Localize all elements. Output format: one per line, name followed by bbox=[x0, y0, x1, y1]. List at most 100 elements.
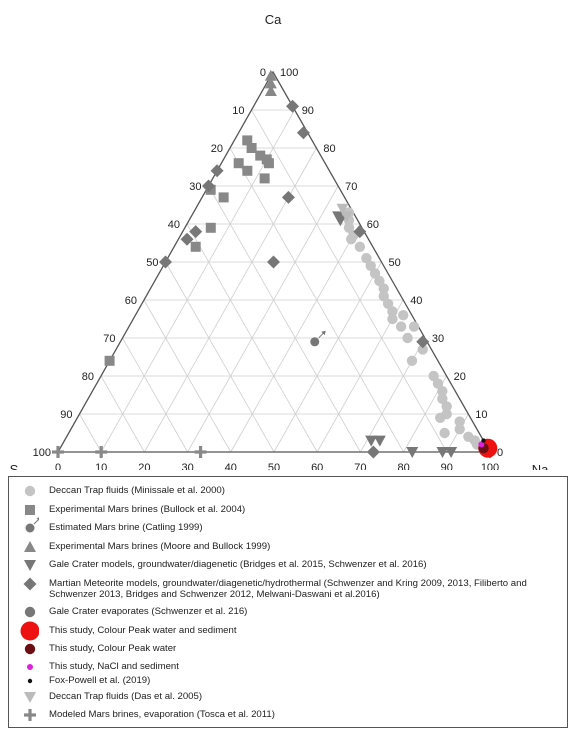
point-s0-3-shape bbox=[354, 241, 366, 252]
point-s4-0-shape bbox=[365, 435, 378, 447]
legend-item: Gale Crater evaporates (Schwenzer et al.… bbox=[19, 606, 559, 618]
tick-label-bottom-100: 100 bbox=[481, 462, 499, 470]
point-s2-0-arrow-head bbox=[321, 330, 326, 336]
point-s0-12 bbox=[387, 313, 398, 325]
tick-label-right-10: 10 bbox=[475, 409, 487, 421]
point-s3-1-shape bbox=[264, 77, 277, 89]
point-s11-1-shape bbox=[340, 211, 353, 223]
legend-symbol bbox=[19, 504, 39, 516]
point-s0-1-shape bbox=[343, 222, 355, 233]
legend-symbol bbox=[19, 643, 39, 655]
point-s1-2-shape bbox=[255, 150, 266, 161]
point-s1-4 bbox=[233, 158, 244, 169]
point-s1-12 bbox=[104, 355, 115, 366]
point-s0-4-shape bbox=[361, 253, 372, 264]
point-s1-1 bbox=[246, 143, 257, 153]
point-s10-0-shape bbox=[481, 438, 486, 443]
point-s0-4 bbox=[361, 253, 372, 264]
point-s0-16 bbox=[406, 355, 418, 366]
point-s4-4-shape bbox=[445, 447, 458, 458]
point-s0-12-shape bbox=[387, 313, 398, 325]
legend-marker-3-shape bbox=[24, 541, 36, 552]
point-s12-0 bbox=[52, 446, 64, 458]
point-s0-32 bbox=[408, 321, 420, 332]
point-s0-32-shape bbox=[408, 321, 420, 332]
vertex-label-right: Na bbox=[532, 462, 549, 470]
point-s1-1-shape bbox=[246, 143, 257, 153]
point-s4-3 bbox=[436, 447, 449, 458]
point-s0-13 bbox=[395, 321, 407, 332]
legend-marker-4 bbox=[24, 560, 36, 571]
point-s0-19-shape bbox=[437, 386, 448, 397]
point-s0-6 bbox=[369, 268, 381, 279]
legend-symbol bbox=[19, 691, 39, 703]
point-s1-9 bbox=[218, 192, 229, 203]
legend-item: Experimental Mars brines (Bullock et al.… bbox=[19, 504, 559, 516]
point-s5-4 bbox=[281, 190, 295, 204]
legend-marker-9 bbox=[27, 664, 33, 670]
legend-item: This study, NaCl and sediment bbox=[19, 661, 559, 673]
point-s10-0 bbox=[481, 438, 486, 443]
point-s5-10 bbox=[416, 335, 430, 349]
point-s1-10-shape bbox=[205, 222, 216, 233]
point-s0-2 bbox=[346, 234, 357, 245]
legend-symbol-svg bbox=[25, 505, 35, 515]
tick-label-right-0: 0 bbox=[497, 447, 503, 459]
legend-item: Estimated Mars brine (Catling 1999) bbox=[19, 517, 559, 534]
point-s3-2 bbox=[264, 85, 277, 96]
point-s0-17 bbox=[428, 370, 439, 382]
legend-marker-7 bbox=[20, 621, 39, 641]
gridline-na-10 bbox=[100, 109, 296, 453]
legend-marker-1-shape bbox=[25, 505, 35, 515]
point-s9-0-shape bbox=[478, 441, 485, 448]
legend-symbol-svg bbox=[24, 692, 36, 703]
point-s0-23-shape bbox=[435, 412, 446, 423]
point-s9-0 bbox=[478, 441, 485, 448]
point-s0-3 bbox=[354, 241, 366, 252]
point-s4-2 bbox=[406, 447, 419, 458]
tick-label-left-90: 90 bbox=[60, 409, 72, 421]
legend-item: Gale Crater models, groundwater/diagenet… bbox=[19, 559, 559, 571]
gridline-s-80 bbox=[100, 375, 145, 453]
point-s11-0 bbox=[336, 203, 349, 215]
point-s0-26-shape bbox=[439, 427, 450, 439]
point-s5-11 bbox=[366, 445, 380, 459]
gridline-s-10 bbox=[251, 109, 448, 453]
tick-label-left-40: 40 bbox=[168, 219, 180, 231]
legend-label: Experimental Mars brines (Bullock et al.… bbox=[49, 504, 246, 515]
tick-label-right-80: 80 bbox=[323, 143, 335, 155]
point-s5-5 bbox=[189, 225, 203, 239]
point-s1-6-shape bbox=[242, 165, 253, 176]
point-s4-2-shape bbox=[406, 447, 419, 458]
legend-marker-2-shape bbox=[25, 523, 35, 533]
legend-marker-5 bbox=[23, 577, 37, 591]
legend-label: Gale Crater models, groundwater/diagenet… bbox=[49, 559, 427, 570]
tick-label-left-20: 20 bbox=[211, 143, 223, 155]
legend-marker-5-shape bbox=[23, 577, 37, 591]
point-s0-18-shape bbox=[432, 378, 444, 389]
legend-marker-7-shape bbox=[20, 621, 39, 641]
point-s0-2-shape bbox=[346, 234, 357, 245]
point-s0-9-shape bbox=[378, 291, 389, 302]
tick-label-left-30: 30 bbox=[189, 181, 201, 193]
point-s5-8-shape bbox=[267, 255, 280, 269]
point-s3-1 bbox=[264, 77, 277, 89]
tick-label-bottom-0: 0 bbox=[55, 462, 61, 470]
point-s2-0-shape bbox=[310, 337, 320, 347]
point-s0-18 bbox=[432, 378, 444, 389]
point-s0-31 bbox=[398, 310, 409, 321]
point-s0-10 bbox=[382, 298, 394, 309]
legend-item: Martian Meteorite models, groundwater/di… bbox=[19, 577, 559, 600]
point-s1-9-shape bbox=[218, 192, 229, 203]
gridline-na-70 bbox=[360, 337, 426, 453]
tick-label-right-100: 100 bbox=[280, 67, 298, 79]
legend-marker-0-shape bbox=[24, 485, 36, 497]
point-s0-7 bbox=[374, 275, 385, 287]
tick-labels: 0 0 0 10 10 10 20 20 20 30 30 30 40 40 40 50 50 50 60 60 60 7… bbox=[33, 67, 503, 470]
point-s0-31-shape bbox=[398, 310, 409, 321]
point-s2-0 bbox=[310, 330, 326, 347]
point-s4-6-shape bbox=[332, 211, 345, 223]
legend-item: Experimental Mars brines (Moore and Bull… bbox=[19, 541, 559, 553]
legend-symbol-svg bbox=[27, 678, 33, 684]
legend-symbol-svg bbox=[24, 541, 36, 552]
